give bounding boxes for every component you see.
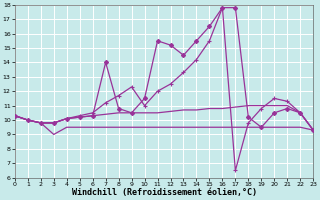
X-axis label: Windchill (Refroidissement éolien,°C): Windchill (Refroidissement éolien,°C) [72, 188, 257, 197]
